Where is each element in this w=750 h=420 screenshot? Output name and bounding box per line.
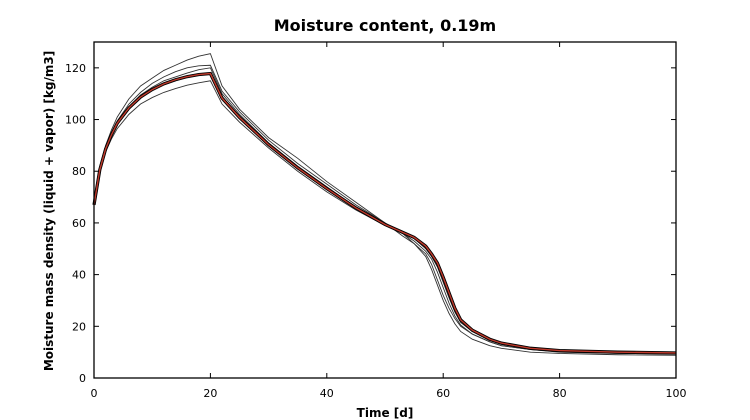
y-tick-label: 100: [65, 114, 86, 127]
x-tick-label: 100: [666, 387, 687, 400]
x-tick-label: 60: [436, 387, 450, 400]
y-tick-label: 60: [72, 217, 86, 230]
x-tick-label: 80: [553, 387, 567, 400]
y-axis-ticks: 0 20 40 60 80 100 120: [65, 62, 676, 385]
y-tick-label: 120: [65, 62, 86, 75]
x-tick-label: 20: [203, 387, 217, 400]
highlight-series-edge: [92, 71, 677, 355]
y-axis-label: Moisture mass density (liquid + vapor) […: [42, 51, 56, 371]
series-line-3: [93, 67, 677, 354]
y-tick-label: 40: [72, 269, 86, 282]
plot-frame: [93, 41, 677, 379]
y-tick-label: 0: [79, 372, 86, 385]
x-tick-label: 0: [91, 387, 98, 400]
x-axis-label: Time [d]: [357, 406, 414, 420]
series-line-2: [93, 64, 677, 355]
chart-title: Moisture content, 0.19m: [274, 16, 496, 35]
series-line-5: [93, 80, 677, 353]
series-line-1: [93, 53, 677, 356]
x-axis-ticks: 0 20 40 60 80 100: [91, 42, 687, 400]
series-line-6: [93, 72, 677, 354]
plot-lines: [92, 53, 677, 356]
x-tick-label: 40: [320, 387, 334, 400]
series-line-4: [93, 72, 677, 354]
y-tick-label: 20: [72, 320, 86, 333]
highlight-series-line: [93, 72, 677, 354]
y-tick-label: 80: [72, 165, 86, 178]
